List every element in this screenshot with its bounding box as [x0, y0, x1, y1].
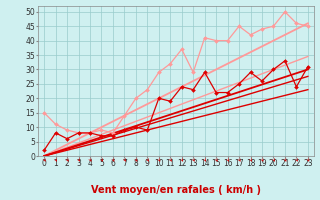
X-axis label: Vent moyen/en rafales ( km/h ): Vent moyen/en rafales ( km/h ) [91, 185, 261, 195]
